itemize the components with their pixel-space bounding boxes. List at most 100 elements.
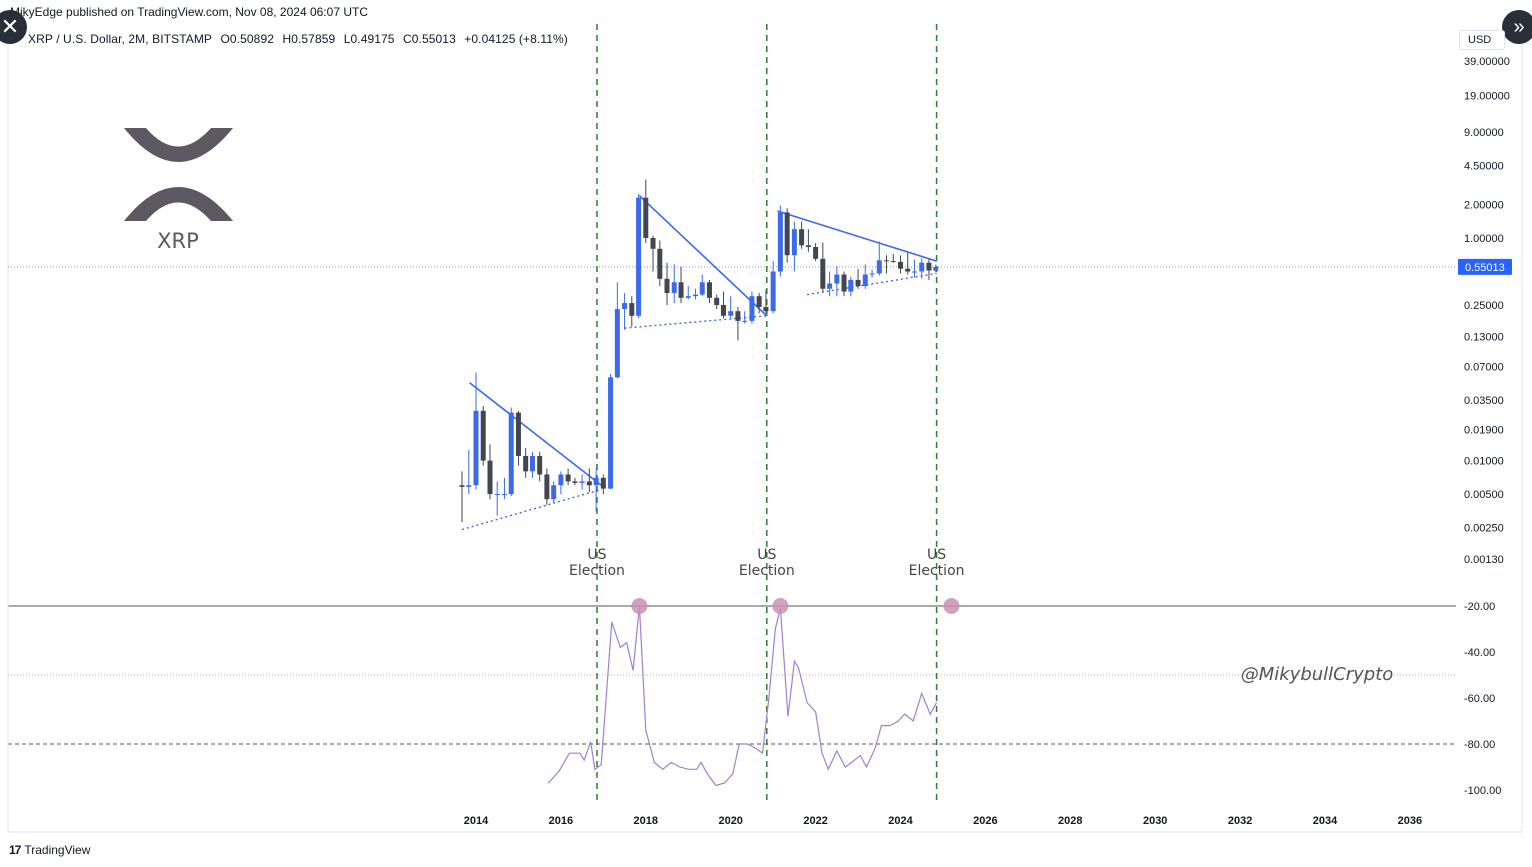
time-tick-label: 2032 bbox=[1228, 815, 1252, 827]
candle bbox=[551, 481, 557, 503]
candle bbox=[466, 449, 472, 495]
candle-body bbox=[890, 261, 896, 263]
election-label-bottom: Election bbox=[569, 563, 625, 579]
candle-body bbox=[586, 481, 592, 486]
candle bbox=[834, 266, 840, 297]
candle-body bbox=[742, 320, 748, 322]
candle bbox=[869, 269, 875, 278]
time-tick-label: 2036 bbox=[1398, 815, 1422, 827]
candle-body bbox=[692, 294, 698, 297]
candle bbox=[629, 296, 635, 327]
xrp-logo-text: XRP bbox=[157, 229, 199, 253]
price-tick-label: 2.00000 bbox=[1464, 200, 1504, 212]
candle-body bbox=[466, 485, 472, 487]
candle bbox=[657, 240, 663, 287]
candle bbox=[926, 258, 932, 280]
candle bbox=[813, 243, 819, 262]
indicator-line bbox=[547, 605, 938, 787]
grid-layer bbox=[7, 22, 1523, 833]
election-label-top: US bbox=[587, 547, 606, 563]
candle bbox=[862, 264, 868, 289]
time-tick-label: 2014 bbox=[464, 815, 489, 827]
price-tick-label: 0.25000 bbox=[1464, 300, 1504, 312]
candle-body bbox=[459, 485, 465, 487]
tradingview-brand[interactable]: 17 TradingView bbox=[9, 843, 90, 857]
candle-body bbox=[678, 282, 684, 298]
candle bbox=[558, 471, 564, 495]
candle bbox=[841, 271, 847, 297]
indicator-top-marker bbox=[943, 598, 960, 614]
candle bbox=[799, 221, 805, 249]
close-button[interactable]: ✕ bbox=[0, 10, 27, 44]
price-tick-label: 0.13000 bbox=[1464, 332, 1504, 344]
indicator-tick-label: -60.00 bbox=[1464, 693, 1495, 705]
candle-body bbox=[643, 197, 649, 238]
candle bbox=[820, 242, 826, 292]
candle-body bbox=[699, 282, 705, 295]
candle-body bbox=[805, 245, 811, 248]
candle-body bbox=[508, 412, 514, 495]
indicator-top-marker bbox=[631, 598, 648, 614]
candle-body bbox=[876, 260, 882, 274]
candle bbox=[636, 193, 642, 319]
candle bbox=[593, 468, 599, 512]
candle bbox=[664, 262, 670, 305]
candles bbox=[459, 179, 939, 523]
candle bbox=[622, 293, 628, 330]
candle bbox=[650, 235, 656, 272]
trendline-resistance bbox=[638, 195, 768, 317]
election-label-bottom: Election bbox=[739, 563, 795, 579]
candle-body bbox=[551, 485, 557, 500]
candle-body bbox=[756, 296, 762, 307]
candle-body bbox=[636, 197, 642, 316]
candle bbox=[671, 264, 677, 304]
candle bbox=[586, 468, 592, 493]
price-tick-label: 4.50000 bbox=[1464, 160, 1504, 172]
indicator-tick-label: -40.00 bbox=[1464, 647, 1495, 659]
candle bbox=[827, 271, 833, 297]
price-tick-label: 0.03500 bbox=[1464, 395, 1504, 407]
candle-body bbox=[593, 477, 599, 486]
candle-body bbox=[799, 229, 805, 246]
candle bbox=[728, 296, 734, 319]
candle bbox=[763, 290, 769, 314]
candle-body bbox=[735, 311, 741, 321]
symbol-info: XRP / U.S. Dollar, 2M, BITSTAMP O0.50892… bbox=[28, 32, 573, 46]
trendline-support bbox=[806, 272, 937, 296]
candle bbox=[537, 451, 543, 482]
price-tick-label: 0.01000 bbox=[1464, 456, 1504, 468]
candle-body bbox=[749, 296, 755, 321]
candle-body bbox=[905, 268, 911, 272]
candle bbox=[890, 253, 896, 263]
candle bbox=[501, 477, 507, 500]
candle-body bbox=[706, 282, 712, 298]
indicator-tick-label: -20.00 bbox=[1464, 601, 1495, 613]
price-tick-label: 0.00130 bbox=[1464, 554, 1504, 566]
trendline-support bbox=[461, 488, 602, 531]
candle-body bbox=[919, 262, 925, 272]
candle bbox=[494, 481, 500, 516]
candle bbox=[459, 471, 465, 523]
candle-body bbox=[650, 238, 656, 249]
time-tick-label: 2016 bbox=[549, 815, 573, 827]
indicator-pane bbox=[547, 598, 960, 787]
candle-body bbox=[728, 311, 734, 316]
candle bbox=[898, 255, 903, 274]
author-watermark: @MikybullCrypto bbox=[1241, 664, 1394, 685]
time-tick-label: 2028 bbox=[1058, 815, 1082, 827]
candle-body bbox=[926, 262, 932, 271]
price-tick-label: 0.07000 bbox=[1464, 362, 1504, 374]
currency-selector[interactable]: USD bbox=[1459, 30, 1505, 50]
candle bbox=[876, 241, 882, 276]
price-axis: 39.00000 19.00000 9.00000 4.50000 2.00000 1.0… bbox=[1458, 56, 1512, 797]
candle-body bbox=[622, 303, 628, 310]
symbol-name[interactable]: XRP / U.S. Dollar, 2M, BITSTAMP bbox=[28, 32, 213, 46]
candle bbox=[919, 258, 925, 279]
candle-body bbox=[629, 303, 635, 316]
candle-body bbox=[614, 309, 620, 378]
time-tick-label: 2022 bbox=[803, 815, 827, 827]
expand-button[interactable]: » bbox=[1502, 10, 1532, 44]
price-tick-label: 39.00000 bbox=[1464, 56, 1510, 68]
time-tick-label: 2018 bbox=[634, 815, 658, 827]
